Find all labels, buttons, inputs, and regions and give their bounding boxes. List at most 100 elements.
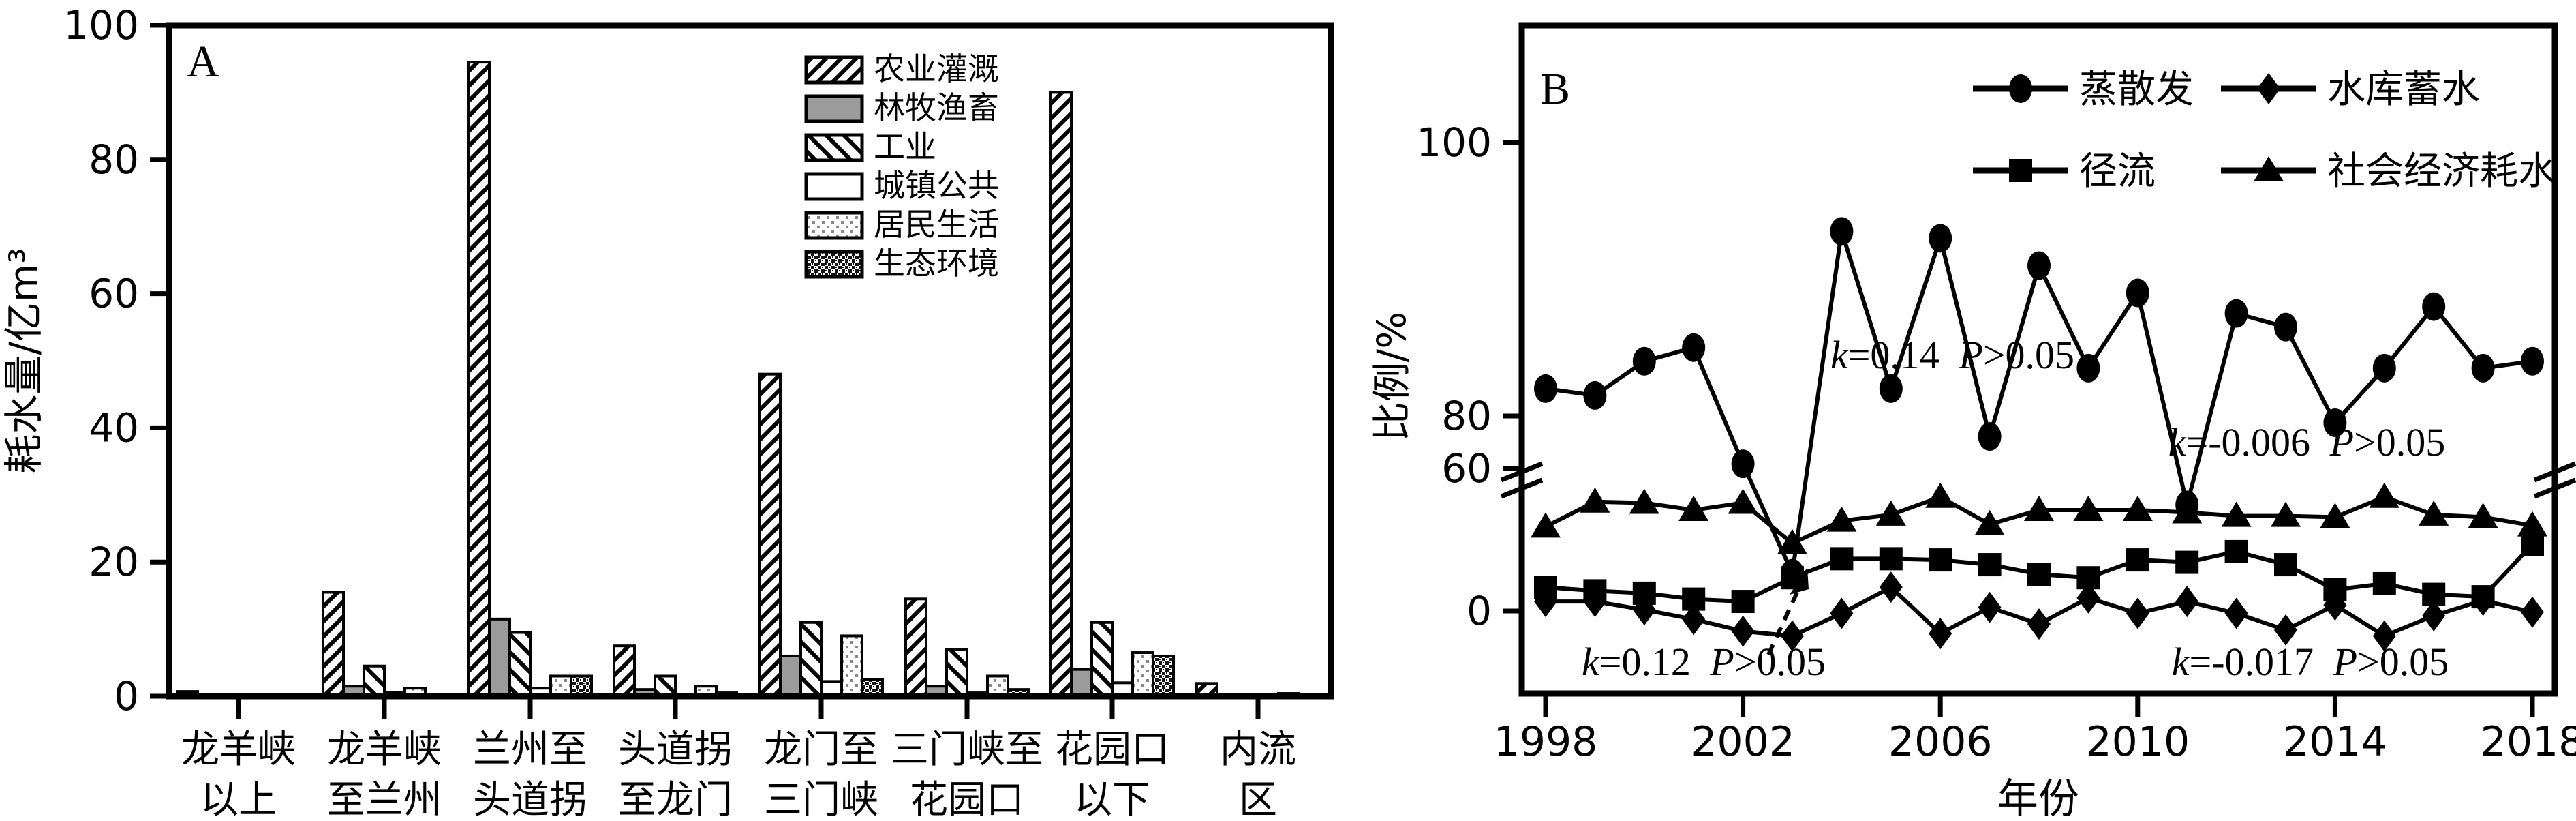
- diamond-marker: [2274, 614, 2297, 646]
- bar: [322, 591, 345, 698]
- bar: [1152, 654, 1175, 698]
- bar: [1070, 668, 1093, 698]
- y-tick-label: 60: [89, 271, 139, 317]
- bar-series-农业灌溉: [176, 61, 1218, 698]
- y-tick-label: 100: [1416, 119, 1492, 166]
- x-tick-label: 2014: [2283, 718, 2387, 766]
- x-tick-label: 2010: [2085, 718, 2190, 766]
- y-axis-title: 耗水量/亿m³: [1, 248, 47, 473]
- circle-marker: [2323, 408, 2347, 438]
- category-label-line1: 龙门至: [764, 728, 878, 772]
- diamond-marker: [1731, 615, 1755, 647]
- annotation-k-runoff: k=0.12 P>0.05: [1582, 640, 1826, 684]
- triangle-marker: [2468, 503, 2498, 528]
- category-label-line2: 以上: [200, 778, 277, 821]
- category-label-line2: 花园口: [910, 778, 1024, 821]
- triangle-marker: [2419, 500, 2449, 526]
- square-marker: [2274, 553, 2297, 577]
- triangle-marker: [1531, 512, 1561, 538]
- line-series-径流: [1534, 533, 2544, 614]
- circle-marker: [2274, 312, 2297, 342]
- annotation-k-reservoir: k=-0.017 P>0.05: [2172, 640, 2449, 684]
- line-series-水库蓄水: [1534, 571, 2544, 652]
- square-marker: [1978, 553, 2002, 577]
- circle-marker: [2521, 346, 2544, 376]
- bar: [779, 654, 802, 698]
- category-label-line2: 头道拐: [473, 778, 587, 821]
- diamond-marker: [2471, 584, 2495, 616]
- axis-break-mark: [1500, 477, 1544, 499]
- triangle-marker: [2517, 511, 2547, 537]
- legend-label: 径流: [2079, 149, 2156, 194]
- bar: [1131, 651, 1154, 698]
- bar: [799, 621, 823, 698]
- triangle-marker: [2369, 482, 2399, 508]
- triangle-marker: [1678, 495, 1709, 521]
- legend-circle-marker: [2009, 74, 2032, 103]
- triangle-marker: [1826, 506, 1857, 532]
- panel-a-label: A: [187, 37, 219, 87]
- category-label-line1: 龙羊峡: [181, 728, 296, 772]
- panel-b-label: B: [1540, 64, 1570, 114]
- square-marker: [2372, 571, 2396, 595]
- bar: [508, 631, 532, 698]
- series-line: [1545, 230, 2533, 581]
- bar: [986, 674, 1009, 698]
- square-marker: [1731, 590, 1755, 614]
- legend-swatch-solid-white: [804, 172, 864, 201]
- category-label-line2: 至兰州: [327, 778, 442, 821]
- circle-marker: [2471, 353, 2495, 383]
- bar: [945, 648, 968, 698]
- y-tick-label: 0: [1467, 588, 1492, 634]
- bar: [1090, 621, 1114, 698]
- y-tick-label: 60: [1441, 445, 1492, 492]
- triangle-marker: [2320, 503, 2350, 528]
- circle-marker: [2076, 353, 2100, 383]
- legend-label: 生态环境: [874, 245, 999, 282]
- diamond-marker: [1632, 594, 1656, 626]
- y-tick-label: 100: [63, 2, 139, 48]
- dashed-arrow-head: [1790, 567, 1809, 595]
- y-tick-label: 0: [114, 673, 139, 719]
- square-marker: [2224, 539, 2248, 563]
- diamond-marker: [1879, 571, 1903, 603]
- triangle-marker: [2172, 498, 2203, 524]
- y-tick-label: 40: [89, 404, 139, 451]
- category-label-line1: 头道拐: [618, 728, 733, 772]
- circle-marker: [2027, 251, 2051, 280]
- legend-label: 水库蓄水: [2327, 68, 2480, 112]
- category-label-line2: 区: [1239, 778, 1277, 821]
- diamond-marker: [1682, 603, 1706, 636]
- legend-label: 居民生活: [874, 206, 999, 243]
- triangle-marker: [2073, 495, 2104, 521]
- diamond-marker: [2323, 589, 2347, 621]
- legend-square-marker: [2009, 159, 2032, 182]
- category-label-line1: 龙羊峡: [327, 728, 442, 772]
- bar: [904, 597, 927, 698]
- square-marker: [1929, 548, 1952, 572]
- category-label-line1: 内流: [1220, 728, 1296, 772]
- legend-label: 社会经济耗水: [2327, 149, 2556, 194]
- square-marker: [2175, 550, 2199, 574]
- bar: [758, 372, 782, 698]
- bar: [840, 634, 863, 698]
- x-axis-title: 年份: [1997, 775, 2079, 821]
- diamond-marker: [2372, 620, 2396, 652]
- category-label-line1: 花园口: [1055, 728, 1169, 772]
- diamond-marker: [2027, 608, 2051, 640]
- circle-marker: [1731, 449, 1755, 479]
- legend-triangle-marker: [2254, 156, 2284, 181]
- y-tick-label: 20: [89, 539, 139, 585]
- x-tick-label: 1998: [1494, 718, 1598, 766]
- x-tick-label: 2002: [1691, 718, 1795, 766]
- bar: [613, 644, 636, 698]
- legend-label: 蒸散发: [2079, 68, 2194, 112]
- axis-break-mark: [2533, 461, 2576, 483]
- legend-swatch-stipple-dark: [804, 250, 864, 279]
- legend-diamond-marker: [2257, 73, 2280, 104]
- y-tick-label: 80: [1441, 393, 1492, 439]
- category-label-line2: 至龙门: [618, 778, 733, 821]
- diamond-marker: [1830, 597, 1854, 629]
